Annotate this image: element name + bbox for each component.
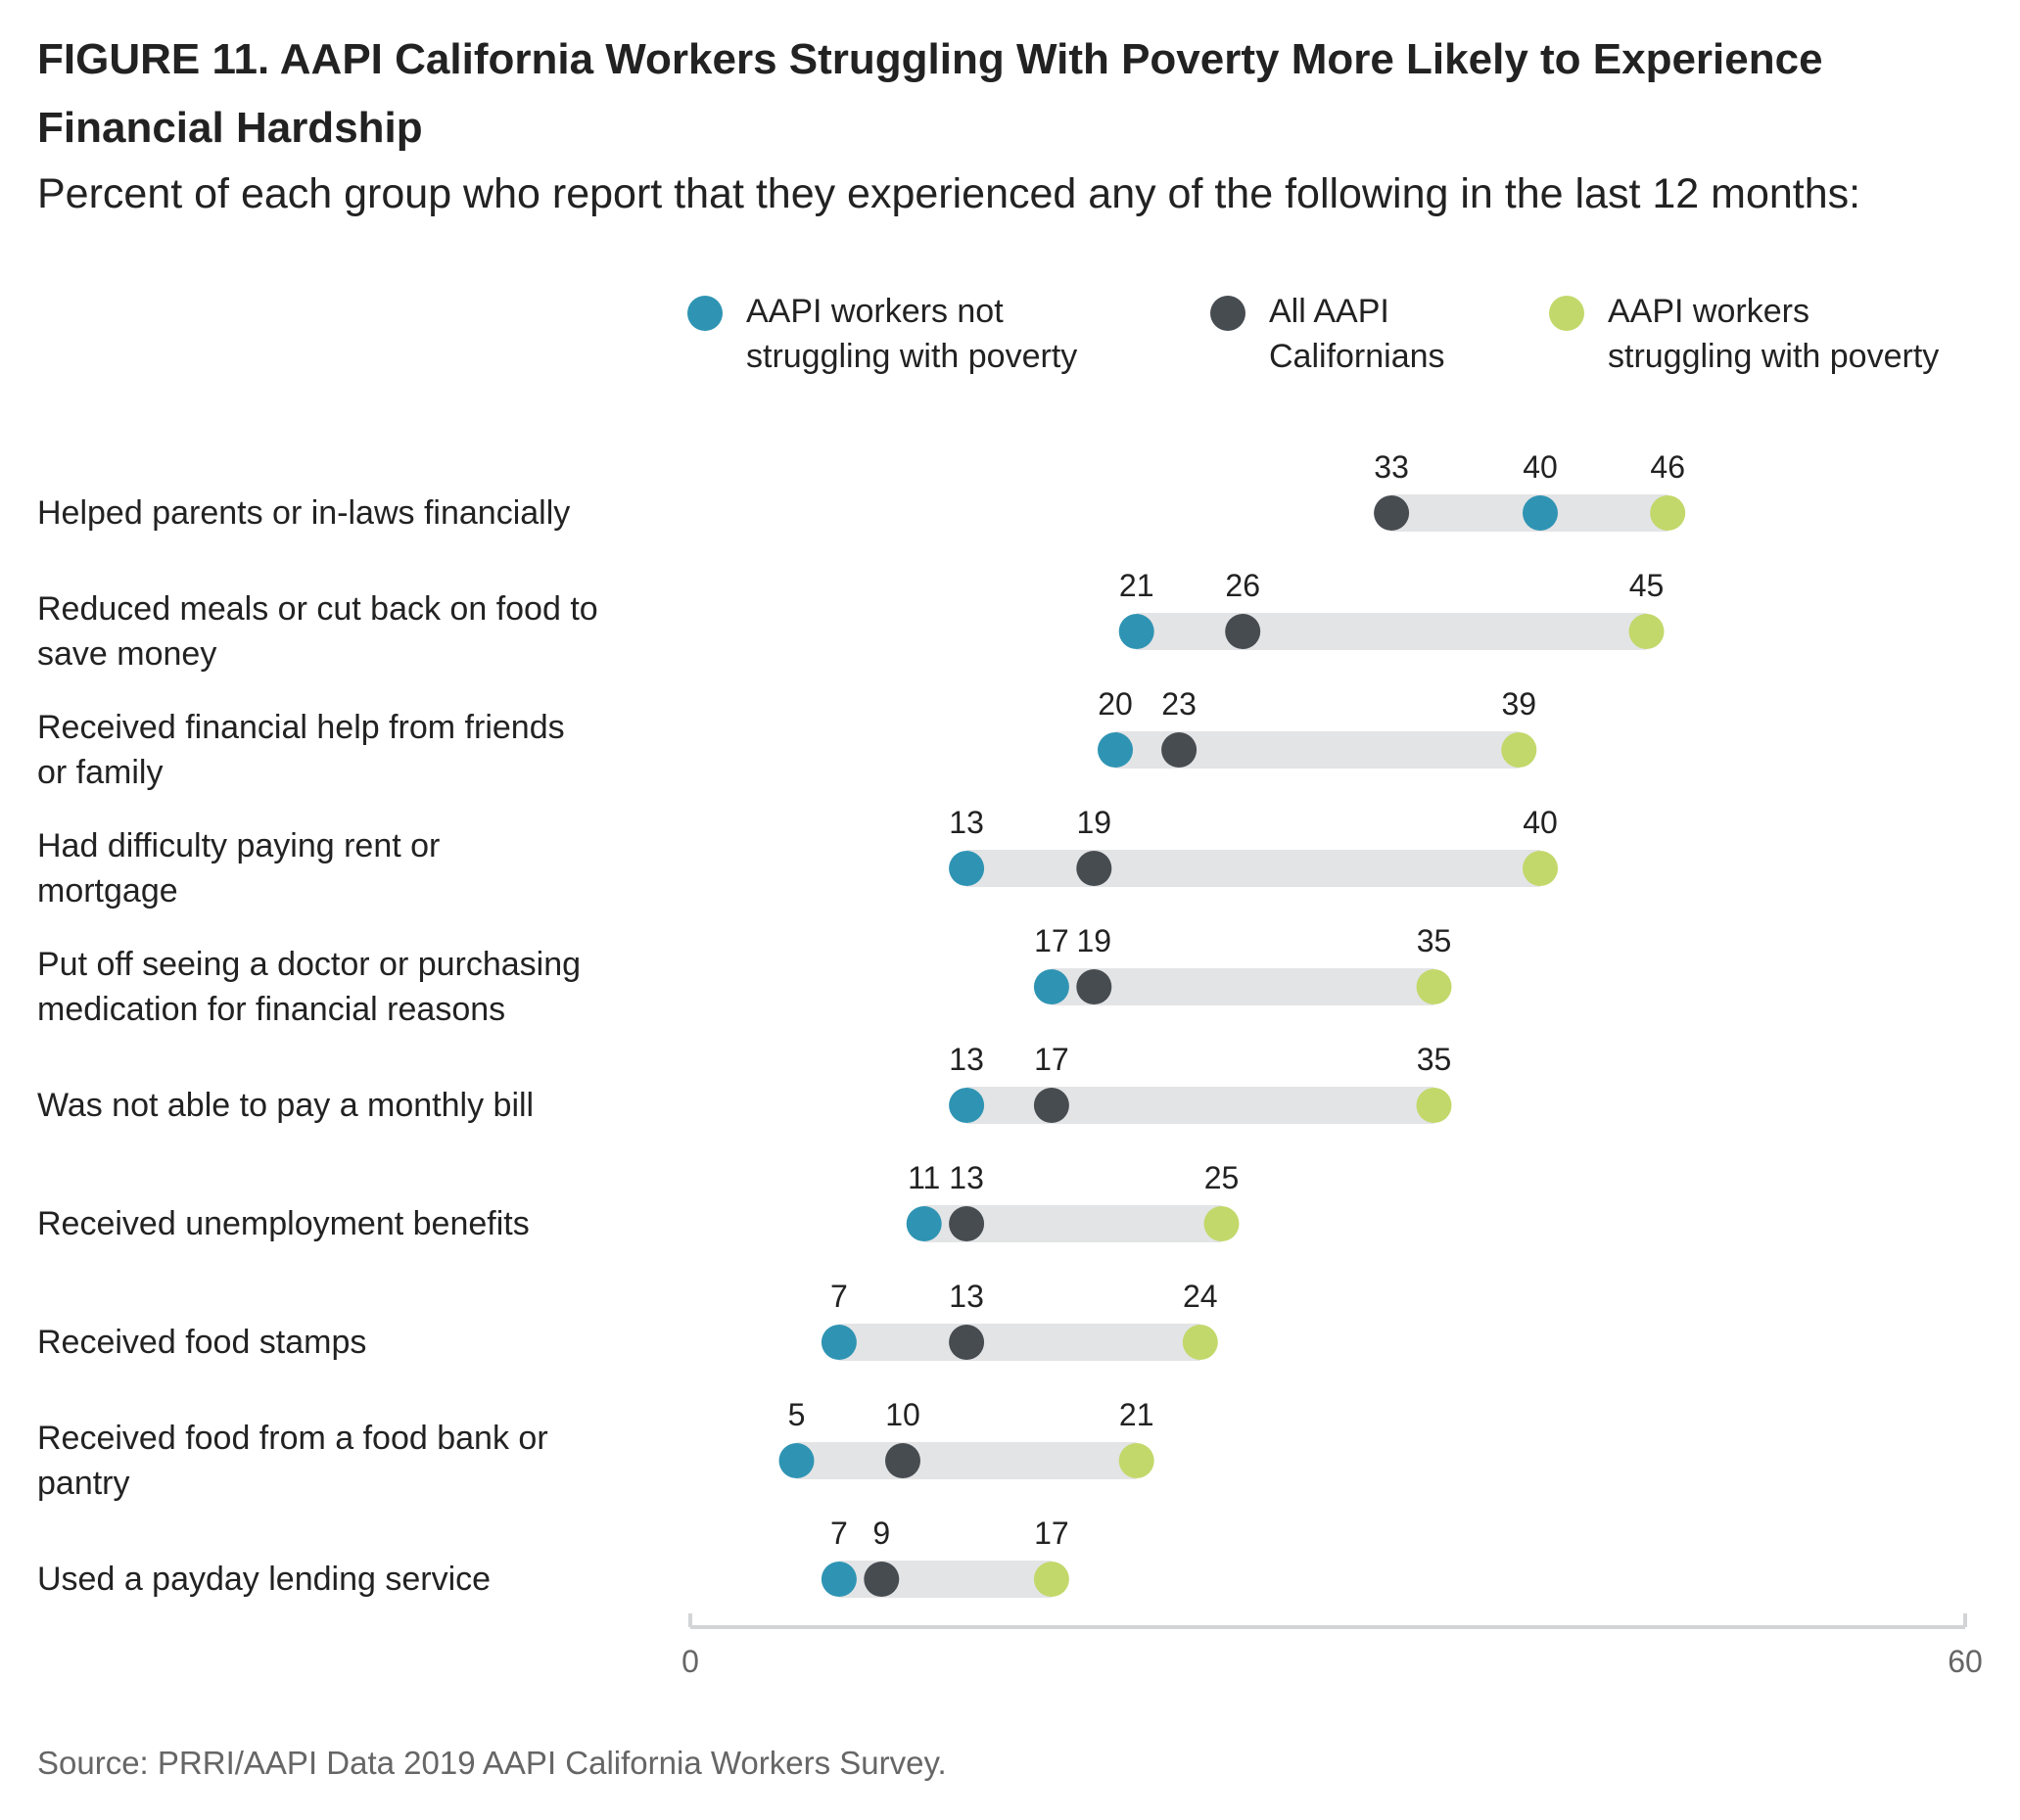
legend-label-not_struggling: struggling with poverty	[746, 338, 1077, 375]
dot-struggling	[1523, 851, 1558, 886]
category-label: Put off seeing a doctor or purchasing	[37, 946, 581, 983]
category-label: Was not able to pay a monthly bill	[37, 1087, 534, 1124]
legend-label-struggling: AAPI workers	[1608, 293, 1809, 330]
dot-struggling	[1118, 1443, 1154, 1478]
value-label-struggling: 21	[1119, 1397, 1154, 1432]
range-bar	[1136, 613, 1647, 650]
dot-not_struggling	[949, 1088, 985, 1123]
value-label-all: 23	[1161, 686, 1197, 722]
category-label: Received unemployment benefits	[37, 1205, 530, 1242]
category-label: Helped parents or in-laws financially	[37, 494, 570, 532]
category-label: save money	[37, 635, 216, 673]
x-tick-label: 60	[1948, 1644, 1983, 1679]
value-label-not_struggling: 7	[830, 1516, 848, 1551]
value-label-all: 17	[1034, 1042, 1069, 1077]
dot-not_struggling	[821, 1562, 857, 1597]
category-label: Had difficulty paying rent or	[37, 827, 440, 864]
legend-marker-all	[1210, 296, 1245, 331]
value-label-not_struggling: 13	[949, 805, 984, 840]
legend-label-all: Californians	[1269, 338, 1445, 375]
value-label-struggling: 46	[1650, 449, 1685, 485]
dot-not_struggling	[1033, 969, 1069, 1004]
value-label-struggling: 45	[1629, 568, 1665, 603]
legend-label-struggling: struggling with poverty	[1608, 338, 1939, 375]
range-bar	[796, 1442, 1137, 1479]
value-label-not_struggling: 13	[949, 1042, 984, 1077]
value-label-all: 33	[1374, 449, 1409, 485]
dot-not_struggling	[778, 1443, 815, 1478]
dot-struggling	[1203, 1206, 1240, 1241]
category-label: pantry	[37, 1465, 130, 1502]
dot-struggling	[1628, 614, 1665, 649]
value-label-all: 10	[885, 1397, 920, 1432]
dot-not_struggling	[949, 851, 985, 886]
dot-struggling	[1416, 969, 1452, 1004]
dot-not_struggling	[1098, 732, 1133, 768]
range-bar	[966, 850, 1540, 887]
dot-all	[1374, 495, 1410, 531]
value-label-struggling: 40	[1523, 805, 1558, 840]
dot-struggling	[1416, 1088, 1452, 1123]
dot-struggling	[1501, 732, 1537, 768]
range-bar	[1051, 968, 1434, 1005]
value-label-not_struggling: 21	[1119, 568, 1154, 603]
category-label: Received food stamps	[37, 1324, 366, 1361]
value-label-all: 13	[949, 1279, 984, 1314]
chart-title: FIGURE 11. AAPI California Workers Strug…	[37, 35, 1823, 152]
dot-all	[949, 1325, 985, 1360]
legend-marker-struggling	[1549, 296, 1584, 331]
dot-all	[1076, 851, 1112, 886]
dot-all	[1076, 969, 1112, 1004]
source-note: Source: PRRI/AAPI Data 2019 AAPI Califor…	[37, 1745, 947, 1781]
value-label-struggling: 25	[1204, 1160, 1240, 1195]
value-label-struggling: 35	[1417, 1042, 1452, 1077]
dot-not_struggling	[906, 1206, 942, 1241]
legend-label-not_struggling: AAPI workers not	[746, 293, 1004, 330]
dot-not_struggling	[1523, 495, 1558, 531]
value-label-struggling: 24	[1183, 1279, 1218, 1314]
category-label: Received financial help from friends	[37, 709, 565, 746]
legend-marker-not_struggling	[687, 296, 723, 331]
value-label-not_struggling: 20	[1098, 686, 1133, 722]
dot-all	[949, 1206, 985, 1241]
dot-all	[1225, 614, 1261, 649]
value-label-not_struggling: 40	[1523, 449, 1558, 485]
value-label-all: 19	[1077, 805, 1112, 840]
category-label: Reduced meals or cut back on food to	[37, 590, 598, 628]
category-label: Received food from a food bank or	[37, 1420, 548, 1457]
dot-all	[864, 1562, 900, 1597]
value-label-struggling: 17	[1034, 1516, 1069, 1551]
dot-struggling	[1033, 1562, 1069, 1597]
dot-not_struggling	[821, 1325, 857, 1360]
value-label-struggling: 39	[1502, 686, 1537, 722]
dot-all	[1033, 1088, 1069, 1123]
category-label: mortgage	[37, 872, 178, 910]
value-label-all: 13	[949, 1160, 984, 1195]
value-label-struggling: 35	[1417, 923, 1452, 958]
value-label-not_struggling: 7	[830, 1279, 848, 1314]
value-label-not_struggling: 17	[1034, 923, 1069, 958]
dot-struggling	[1650, 495, 1686, 531]
category-label: Used a payday lending service	[37, 1561, 491, 1598]
dot-all	[1161, 732, 1198, 768]
x-tick-label: 0	[681, 1644, 699, 1679]
value-label-not_struggling: 5	[788, 1397, 806, 1432]
legend-label-all: All AAPI	[1269, 293, 1389, 330]
value-label-all: 26	[1225, 568, 1260, 603]
range-bar	[838, 1324, 1200, 1361]
value-label-all: 9	[872, 1516, 890, 1551]
dot-struggling	[1182, 1325, 1218, 1360]
value-label-all: 19	[1077, 923, 1112, 958]
chart-subtitle: Percent of each group who report that th…	[37, 170, 1861, 217]
dot-all	[885, 1443, 920, 1478]
value-label-not_struggling: 11	[908, 1160, 940, 1195]
category-label: or family	[37, 754, 163, 791]
dot-not_struggling	[1118, 614, 1154, 649]
category-label: medication for financial reasons	[37, 991, 505, 1028]
